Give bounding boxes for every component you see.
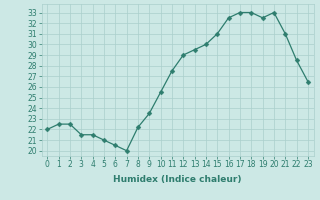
X-axis label: Humidex (Indice chaleur): Humidex (Indice chaleur) [113, 175, 242, 184]
